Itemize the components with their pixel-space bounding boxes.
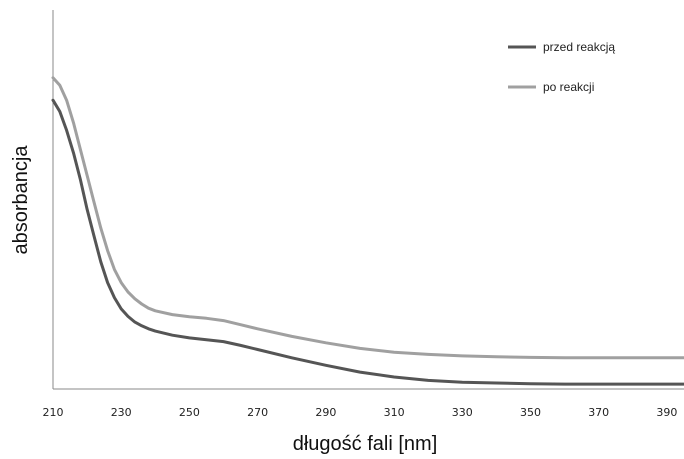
x-tick-label: 250: [179, 406, 200, 419]
legend-label-po-reakcji: po reakcji: [543, 80, 594, 94]
x-axis-title: długość fali [nm]: [293, 433, 438, 455]
series-layer: [51, 76, 684, 386]
x-tick-label: 330: [452, 406, 473, 419]
x-tick-labels: 210 230 250 270 290 310 330 350 370 390: [43, 406, 678, 419]
series-line-po-reakcji: [51, 76, 684, 360]
x-tick-label: 210: [43, 406, 64, 419]
x-tick-label: 390: [656, 406, 677, 419]
x-tick-label: 310: [384, 406, 405, 419]
x-tick-label: 230: [111, 406, 132, 419]
legend: przed reakcją po reakcji: [508, 40, 615, 94]
x-tick-label: 270: [247, 406, 268, 419]
series-line-przed-reakcja: [51, 98, 684, 386]
x-tick-label: 290: [315, 406, 336, 419]
y-axis-title: absorbancja: [10, 145, 32, 255]
legend-label-przed-reakcja: przed reakcją: [543, 40, 615, 54]
x-tick-label: 350: [520, 406, 541, 419]
x-tick-label: 370: [588, 406, 609, 419]
